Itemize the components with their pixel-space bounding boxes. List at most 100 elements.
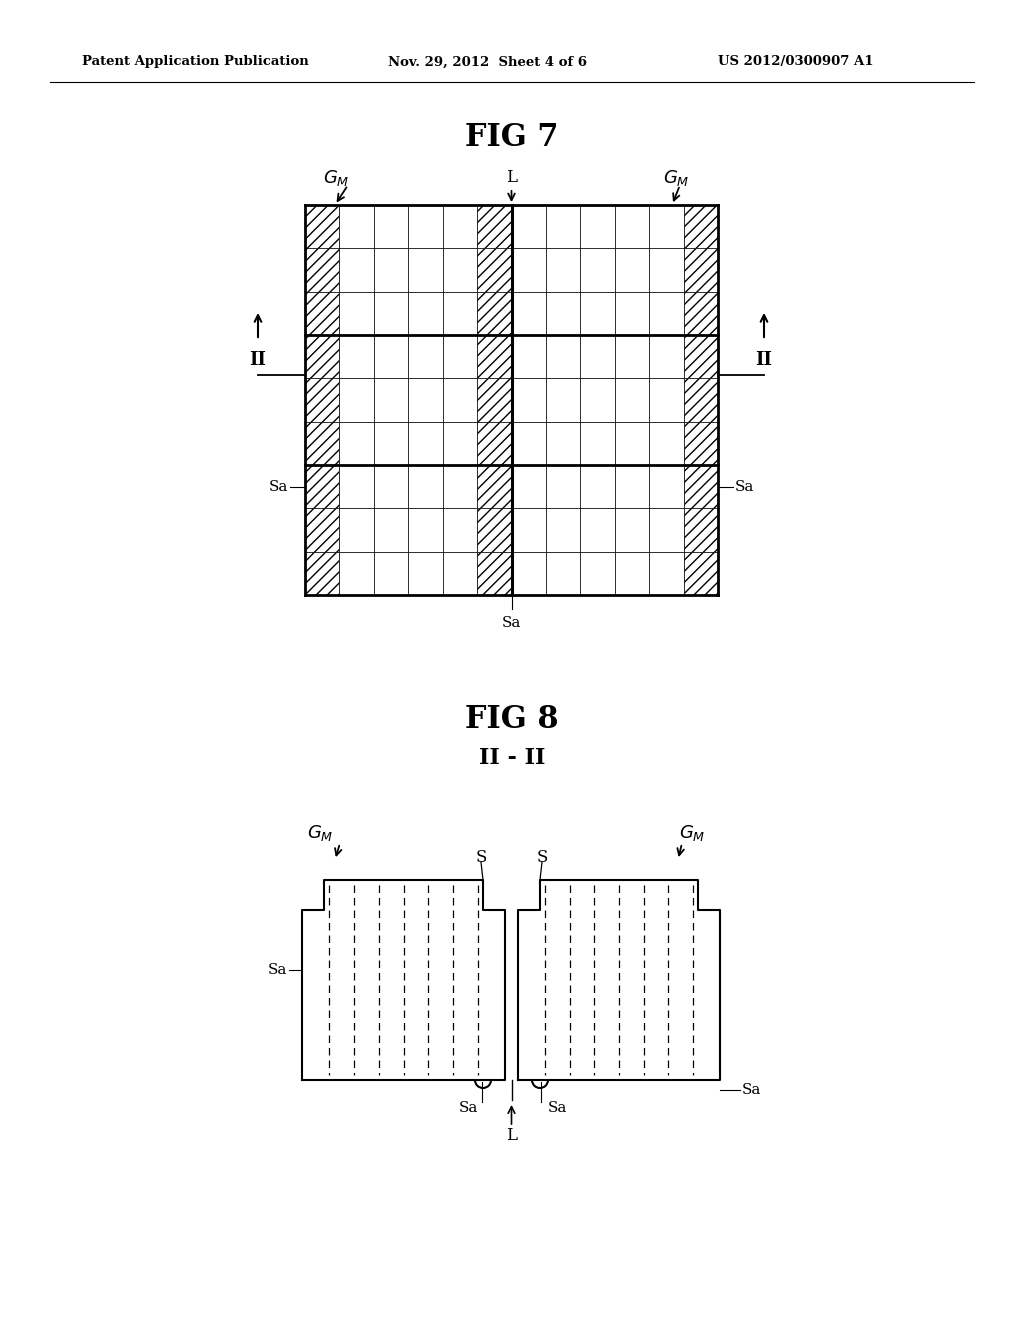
Bar xyxy=(305,205,339,248)
Bar xyxy=(477,205,512,248)
Bar xyxy=(546,552,581,595)
Bar xyxy=(512,552,546,595)
Bar xyxy=(614,508,649,552)
Text: $G_M$: $G_M$ xyxy=(323,168,349,187)
Bar xyxy=(614,335,649,379)
Bar xyxy=(649,248,684,292)
Bar xyxy=(581,292,614,335)
Bar xyxy=(305,465,339,508)
Bar xyxy=(442,248,477,292)
Text: II - II: II - II xyxy=(479,747,545,770)
Bar xyxy=(684,552,718,595)
Bar xyxy=(339,205,374,248)
Bar xyxy=(581,421,614,465)
Bar xyxy=(374,552,409,595)
Bar xyxy=(512,508,546,552)
Bar xyxy=(477,465,512,508)
Text: S: S xyxy=(475,849,486,866)
Bar xyxy=(374,379,409,421)
Bar xyxy=(614,379,649,421)
Bar xyxy=(581,205,614,248)
Bar xyxy=(512,465,546,508)
Bar xyxy=(339,508,374,552)
Bar xyxy=(684,465,718,508)
Bar xyxy=(409,552,442,595)
Bar xyxy=(339,379,374,421)
Bar xyxy=(546,379,581,421)
Bar xyxy=(649,421,684,465)
Bar xyxy=(581,248,614,292)
Bar xyxy=(374,335,409,379)
Text: L: L xyxy=(506,169,517,186)
Bar xyxy=(614,552,649,595)
Text: Patent Application Publication: Patent Application Publication xyxy=(82,55,309,69)
Bar xyxy=(684,421,718,465)
Bar xyxy=(409,335,442,379)
Bar xyxy=(305,379,339,421)
Bar xyxy=(477,552,512,595)
Bar xyxy=(512,421,546,465)
Bar xyxy=(409,379,442,421)
Text: Sa: Sa xyxy=(459,1101,478,1115)
Bar xyxy=(477,508,512,552)
Bar xyxy=(374,248,409,292)
Bar xyxy=(614,465,649,508)
Bar xyxy=(546,465,581,508)
Bar xyxy=(339,421,374,465)
Bar xyxy=(442,552,477,595)
Text: FIG 7: FIG 7 xyxy=(465,123,559,153)
Bar xyxy=(684,379,718,421)
Bar xyxy=(409,421,442,465)
Bar xyxy=(339,248,374,292)
Bar xyxy=(442,465,477,508)
Text: Nov. 29, 2012  Sheet 4 of 6: Nov. 29, 2012 Sheet 4 of 6 xyxy=(388,55,587,69)
Bar xyxy=(305,552,339,595)
Bar xyxy=(546,421,581,465)
Bar xyxy=(477,248,512,292)
Bar xyxy=(512,335,546,379)
Bar xyxy=(649,335,684,379)
Bar xyxy=(477,292,512,335)
Text: II: II xyxy=(250,351,266,370)
Text: FIG 8: FIG 8 xyxy=(465,705,559,735)
Text: Sa: Sa xyxy=(735,479,755,494)
Bar xyxy=(374,465,409,508)
Bar xyxy=(649,465,684,508)
Bar xyxy=(409,508,442,552)
Bar xyxy=(374,205,409,248)
Bar xyxy=(546,205,581,248)
Text: Sa: Sa xyxy=(548,1101,567,1115)
Bar xyxy=(477,379,512,421)
Bar xyxy=(305,335,339,379)
Text: Sa: Sa xyxy=(267,962,287,977)
Bar xyxy=(442,205,477,248)
Bar xyxy=(649,292,684,335)
Bar xyxy=(546,335,581,379)
Text: Sa: Sa xyxy=(502,616,521,630)
Bar xyxy=(477,421,512,465)
Bar xyxy=(339,465,374,508)
Bar xyxy=(581,552,614,595)
Bar xyxy=(649,552,684,595)
Bar xyxy=(374,508,409,552)
Polygon shape xyxy=(518,880,720,1080)
Bar xyxy=(374,292,409,335)
Bar xyxy=(614,205,649,248)
Bar xyxy=(614,292,649,335)
Bar xyxy=(442,421,477,465)
Bar xyxy=(684,205,718,248)
Bar xyxy=(684,335,718,379)
Bar xyxy=(409,465,442,508)
Bar xyxy=(581,379,614,421)
Text: US 2012/0300907 A1: US 2012/0300907 A1 xyxy=(718,55,873,69)
Bar xyxy=(409,205,442,248)
Bar xyxy=(614,248,649,292)
Bar xyxy=(512,379,546,421)
Bar xyxy=(339,292,374,335)
Bar xyxy=(305,508,339,552)
Text: L: L xyxy=(506,1126,517,1143)
Bar xyxy=(442,335,477,379)
Bar xyxy=(684,248,718,292)
Bar xyxy=(581,508,614,552)
Bar xyxy=(442,508,477,552)
